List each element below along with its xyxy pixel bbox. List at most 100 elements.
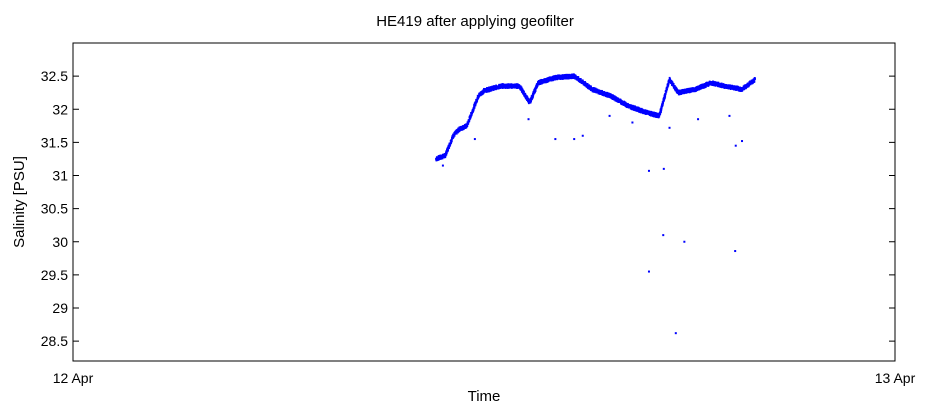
data-point: [632, 105, 635, 107]
data-point: [670, 79, 673, 82]
outlier-point: [674, 332, 677, 335]
data-point: [676, 90, 679, 92]
data-point: [457, 131, 459, 134]
outlier-point: [741, 140, 744, 143]
data-point: [723, 87, 726, 89]
data-point: [720, 82, 723, 85]
data-point: [703, 84, 706, 87]
data-point: [453, 134, 456, 137]
data-point: [690, 90, 692, 93]
x-axis: 12 Apr 13 Apr: [53, 43, 916, 386]
data-point: [663, 98, 666, 101]
data-point: [713, 84, 716, 87]
data-point: [474, 104, 477, 107]
data-point: [447, 149, 449, 151]
data-point: [661, 103, 664, 106]
data-point: [675, 87, 678, 90]
data-point: [519, 85, 522, 88]
data-point: [718, 84, 721, 87]
data-point: [672, 83, 675, 85]
data-point: [658, 115, 661, 118]
data-point: [573, 74, 576, 76]
data-point: [631, 104, 634, 107]
data-point: [669, 78, 672, 81]
data-point: [563, 74, 566, 76]
data-point: [731, 86, 733, 89]
data-point: [476, 99, 479, 102]
data-point: [593, 90, 596, 93]
data-point: [524, 93, 527, 96]
data-point: [623, 100, 625, 103]
data-point: [444, 156, 447, 159]
outlier-point: [647, 169, 650, 172]
data-point: [489, 89, 492, 92]
data-point: [441, 157, 444, 160]
data-point: [617, 97, 620, 100]
data-point: [520, 87, 523, 89]
x-axis-label: Time: [468, 388, 501, 405]
data-point: [586, 82, 589, 85]
data-point: [449, 143, 452, 146]
y-tick-label: 28.5: [41, 333, 68, 349]
data-point: [570, 73, 573, 76]
outlier-point: [734, 250, 737, 253]
data-point: [460, 125, 463, 128]
data-point: [445, 152, 448, 155]
data-point: [667, 84, 670, 87]
y-tick-label: 30: [52, 234, 68, 250]
data-point: [676, 89, 679, 91]
data-point: [638, 108, 641, 110]
data-point: [698, 86, 701, 89]
data-point: [472, 109, 475, 112]
chart-title: HE419 after applying geofilter: [376, 13, 574, 30]
data-point: [500, 85, 503, 88]
data-point: [550, 77, 552, 80]
data-point: [465, 126, 468, 129]
data-point: [468, 120, 471, 122]
data-point: [741, 89, 744, 92]
data-point: [443, 155, 446, 158]
data-point: [533, 92, 535, 95]
data-point: [717, 85, 719, 88]
y-tick-label: 32.5: [41, 68, 68, 84]
outlier-point: [647, 270, 650, 273]
data-point: [472, 108, 475, 111]
outlier-point: [728, 114, 731, 117]
data-point: [696, 89, 699, 92]
data-point: [522, 89, 525, 92]
data-point: [666, 86, 669, 89]
data-point: [662, 102, 664, 105]
data-point: [753, 80, 756, 83]
outlier-point: [697, 118, 700, 121]
data-point: [485, 91, 488, 93]
data-point: [450, 138, 453, 141]
plot-frame: [72, 42, 896, 362]
data-point: [637, 106, 640, 109]
data-point: [450, 142, 452, 145]
data-point: [546, 77, 549, 79]
data-point: [624, 101, 627, 104]
data-point: [666, 88, 668, 91]
data-point: [505, 84, 508, 86]
y-tick-label: 29.5: [41, 267, 68, 283]
y-tick-label: 32: [52, 101, 68, 117]
data-point: [450, 140, 453, 143]
data-point: [628, 106, 630, 109]
data-point: [467, 122, 470, 125]
y-tick-label: 31: [52, 168, 68, 184]
data-point: [748, 84, 750, 87]
data-point: [734, 88, 737, 90]
data-point: [487, 87, 490, 90]
data-point: [680, 90, 683, 93]
outlier-point: [734, 144, 737, 147]
data-point: [590, 86, 592, 89]
data-point: [680, 89, 683, 92]
data-point: [469, 117, 472, 120]
outlier-point: [527, 118, 530, 121]
data-point: [515, 85, 518, 88]
data-point: [538, 81, 541, 83]
data-point: [749, 80, 752, 83]
data-point: [488, 86, 491, 89]
outlier-point: [662, 167, 665, 170]
data-point: [554, 78, 556, 81]
